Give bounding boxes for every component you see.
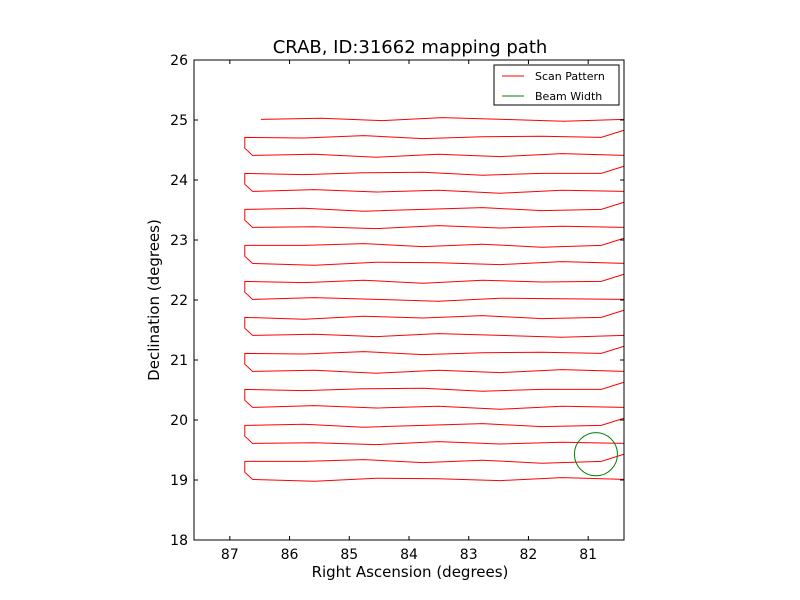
legend-box [493, 64, 620, 106]
chart-title: CRAB, ID:31662 mapping path [273, 37, 548, 58]
scan-pattern-layer [244, 117, 625, 482]
y-axis-label: Declination (degrees) [145, 219, 163, 381]
x-tick-label: 83 [460, 547, 478, 563]
y-tick-label: 20 [170, 413, 188, 429]
y-tick-label: 21 [170, 353, 188, 369]
legend-label-beam-width: Beam Width [535, 90, 602, 103]
legend-label-scan-pattern: Scan Pattern [535, 70, 605, 83]
plot-area [193, 59, 625, 541]
x-tick-label: 84 [400, 547, 418, 563]
y-tick-label: 25 [170, 113, 188, 129]
scan-pattern-line [244, 117, 625, 482]
x-tick-label: 85 [340, 547, 358, 563]
x-axis-label: Right Ascension (degrees) [312, 563, 509, 581]
beam-width-layer [573, 432, 618, 477]
y-tick-label: 26 [170, 53, 188, 69]
y-tick-label: 19 [170, 473, 188, 489]
x-tick-label: 81 [579, 547, 597, 563]
x-tick-label: 87 [221, 547, 239, 563]
x-tick-label: 82 [520, 547, 538, 563]
x-axis-ticks: 87 86 85 84 83 82 81 [221, 60, 597, 563]
beam-width-circle [573, 432, 618, 477]
y-tick-label: 22 [170, 293, 188, 309]
y-axis-ticks: 18 19 20 21 22 23 24 25 26 [170, 53, 624, 549]
y-tick-label: 23 [170, 233, 188, 249]
x-tick-label: 86 [281, 547, 299, 563]
y-tick-label: 24 [170, 173, 188, 189]
y-tick-label: 18 [170, 533, 188, 549]
legend: Scan Pattern Beam Width [493, 64, 620, 106]
